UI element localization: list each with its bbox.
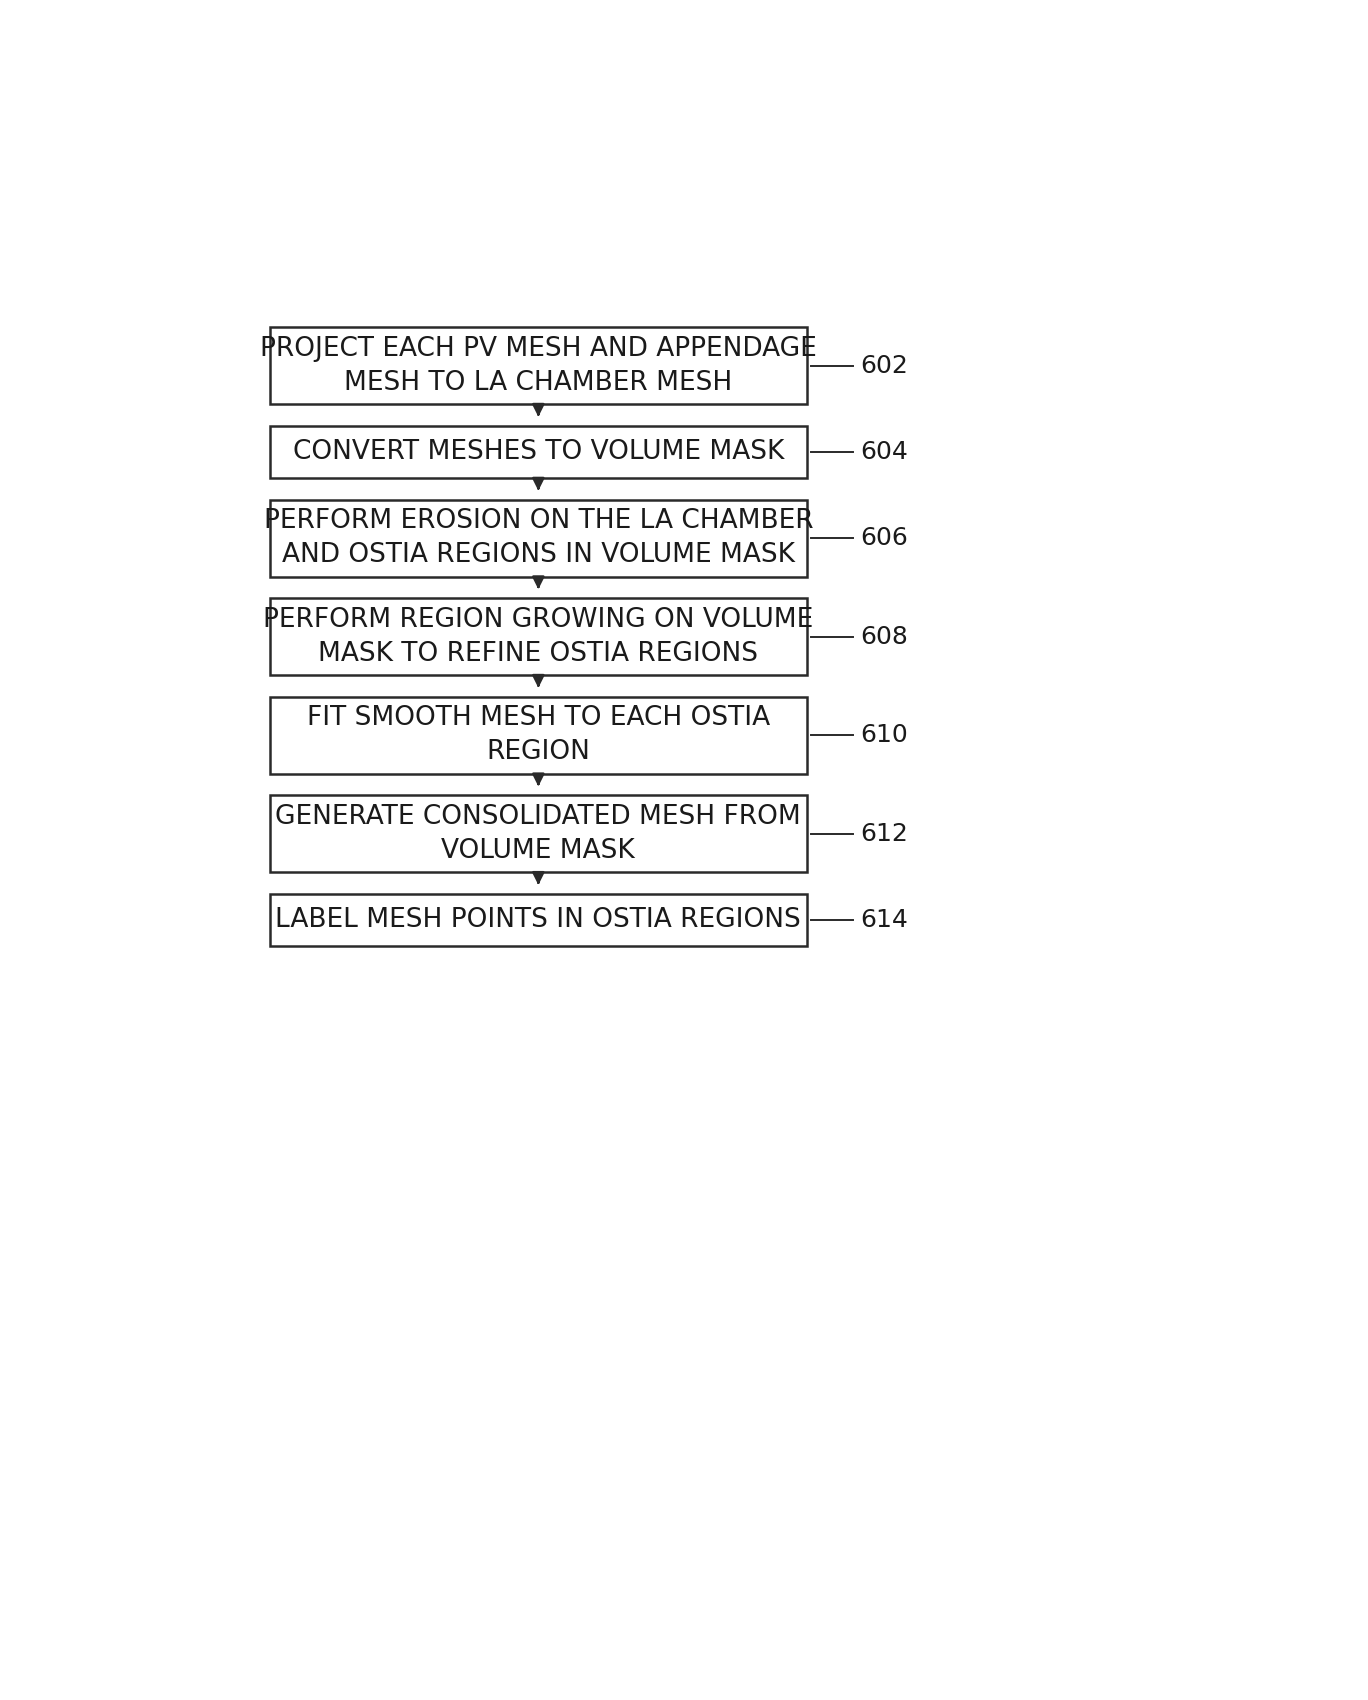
- Bar: [271, 500, 807, 576]
- Text: PERFORM EROSION ON THE LA CHAMBER
AND OSTIA REGIONS IN VOLUME MASK: PERFORM EROSION ON THE LA CHAMBER AND OS…: [264, 508, 813, 568]
- Text: 608: 608: [860, 624, 908, 649]
- Text: 610: 610: [860, 722, 908, 748]
- Bar: [271, 425, 807, 478]
- Bar: [271, 598, 807, 675]
- Bar: [271, 894, 807, 947]
- Text: 612: 612: [860, 821, 908, 847]
- Text: FIT SMOOTH MESH TO EACH OSTIA
REGION: FIT SMOOTH MESH TO EACH OSTIA REGION: [306, 706, 770, 765]
- Text: PERFORM REGION GROWING ON VOLUME
MASK TO REFINE OSTIA REGIONS: PERFORM REGION GROWING ON VOLUME MASK TO…: [263, 607, 814, 666]
- Text: GENERATE CONSOLIDATED MESH FROM
VOLUME MASK: GENERATE CONSOLIDATED MESH FROM VOLUME M…: [275, 804, 802, 864]
- Text: PROJECT EACH PV MESH AND APPENDAGE
MESH TO LA CHAMBER MESH: PROJECT EACH PV MESH AND APPENDAGE MESH …: [260, 335, 817, 396]
- Text: 602: 602: [860, 354, 908, 377]
- Bar: [271, 697, 807, 774]
- Bar: [271, 796, 807, 872]
- Text: 614: 614: [860, 908, 908, 932]
- Text: 604: 604: [860, 440, 908, 464]
- Text: LABEL MESH POINTS IN OSTIA REGIONS: LABEL MESH POINTS IN OSTIA REGIONS: [275, 908, 802, 933]
- Text: 606: 606: [860, 527, 908, 551]
- Text: CONVERT MESHES TO VOLUME MASK: CONVERT MESHES TO VOLUME MASK: [293, 439, 784, 464]
- Bar: [271, 326, 807, 405]
